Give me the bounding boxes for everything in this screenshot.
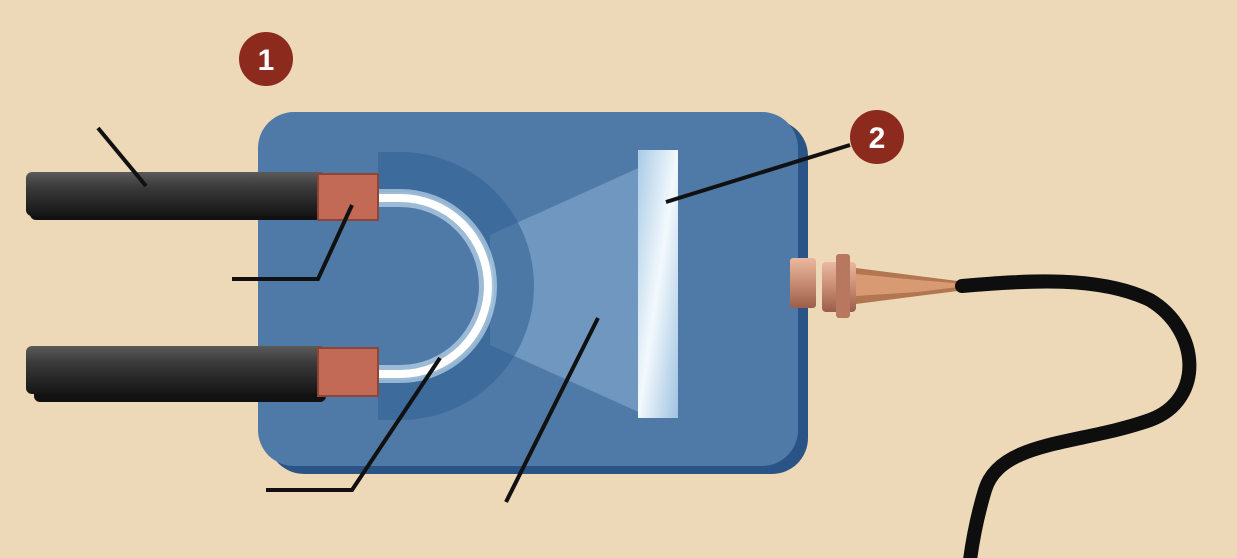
fiber-cable xyxy=(955,274,1197,558)
lower-cable xyxy=(26,346,326,402)
leader-line-window xyxy=(665,143,851,204)
upper-cable xyxy=(26,172,326,220)
tube-halo xyxy=(378,152,534,420)
lower-electrode xyxy=(317,347,379,397)
badge-1: 1 xyxy=(239,32,293,86)
leader-line-tube xyxy=(266,356,442,492)
badge-1-label: 1 xyxy=(258,44,275,77)
leader-lines xyxy=(96,126,851,503)
badge-2: 2 xyxy=(850,110,904,164)
lamp-window xyxy=(638,150,678,418)
badge-2-label: 2 xyxy=(869,122,886,155)
connector-plug xyxy=(790,254,966,318)
leader-line-electrode xyxy=(232,204,354,281)
leader-line-beam xyxy=(504,317,600,503)
light-beam xyxy=(490,165,645,415)
leader-line-upper-cable xyxy=(96,126,148,188)
